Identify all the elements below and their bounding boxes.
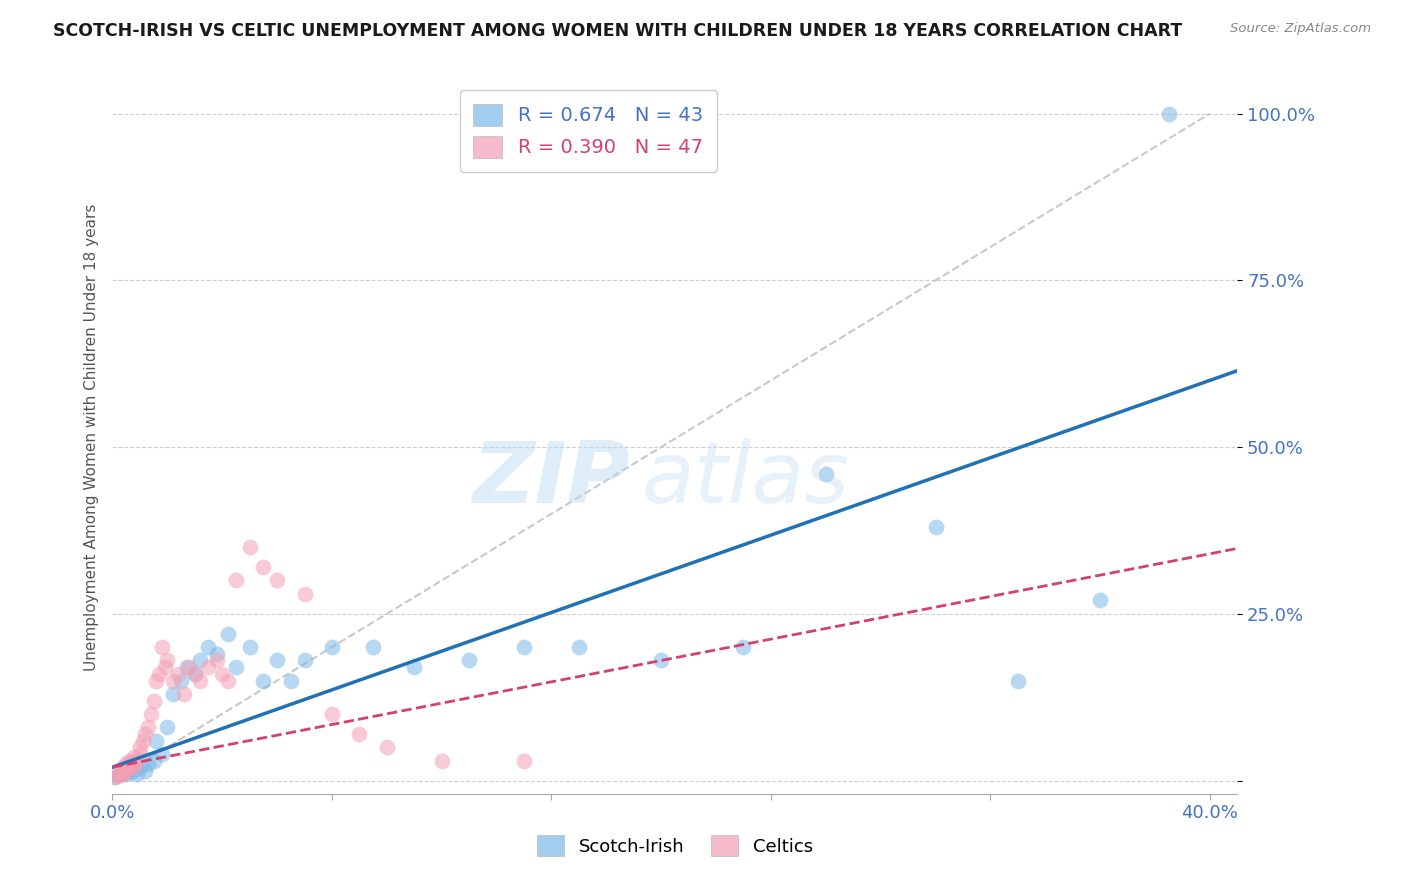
Text: ZIP: ZIP (472, 438, 630, 522)
Point (156, 720, 179, 734)
Point (150, 640, 173, 655)
Point (115, 767, 138, 781)
Point (148, 666, 170, 681)
Point (361, 640, 384, 655)
Point (179, 660, 201, 674)
Point (513, 640, 536, 655)
Point (176, 660, 198, 674)
Point (139, 706, 162, 721)
Point (211, 666, 233, 681)
Point (110, 767, 132, 781)
Text: Source: ZipAtlas.com: Source: ZipAtlas.com (1230, 22, 1371, 36)
Point (129, 747, 152, 761)
Point (112, 760, 135, 774)
Point (107, 768, 129, 782)
Y-axis label: Unemployment Among Women with Children Under 18 years: Unemployment Among Women with Children U… (83, 203, 98, 671)
Point (217, 673, 239, 688)
Point (129, 740, 152, 755)
Point (252, 560, 274, 574)
Point (184, 666, 207, 681)
Point (129, 760, 152, 774)
Point (205, 647, 228, 661)
Point (375, 740, 398, 755)
Point (205, 653, 228, 667)
Point (188, 653, 211, 667)
Point (156, 653, 179, 667)
Point (121, 764, 143, 779)
Point (225, 574, 247, 588)
Point (814, 467, 837, 481)
Point (225, 660, 247, 674)
Point (217, 627, 239, 641)
Point (118, 760, 141, 774)
Point (321, 706, 343, 721)
Point (142, 693, 165, 707)
Point (1157, 106, 1180, 120)
Point (404, 660, 426, 674)
Point (430, 754, 453, 768)
Point (153, 660, 176, 674)
Point (197, 640, 219, 655)
Point (121, 756, 143, 771)
Point (112, 765, 135, 780)
Point (127, 767, 149, 781)
Point (145, 673, 167, 688)
Point (266, 653, 288, 667)
Point (110, 764, 132, 778)
Point (280, 673, 302, 688)
Point (134, 727, 156, 741)
Point (107, 768, 129, 782)
Point (131, 733, 153, 747)
Point (349, 727, 371, 741)
Legend: Scotch-Irish, Celtics: Scotch-Irish, Celtics (530, 828, 820, 863)
Point (266, 574, 288, 588)
Point (188, 673, 211, 688)
Point (294, 653, 316, 667)
Point (513, 754, 536, 768)
Point (118, 764, 141, 778)
Point (239, 540, 262, 554)
Point (1088, 593, 1111, 607)
Point (124, 762, 146, 776)
Point (184, 666, 207, 681)
Point (458, 653, 481, 667)
Point (112, 767, 135, 781)
Text: atlas: atlas (641, 438, 849, 522)
Point (924, 520, 946, 534)
Point (239, 640, 262, 655)
Point (115, 756, 138, 771)
Point (294, 587, 316, 601)
Point (1007, 673, 1029, 688)
Point (124, 760, 146, 774)
Point (252, 673, 274, 688)
Point (162, 687, 184, 701)
Point (104, 770, 127, 784)
Point (173, 687, 195, 701)
Point (110, 767, 132, 781)
Point (134, 764, 156, 778)
Point (162, 673, 184, 688)
Point (124, 750, 146, 764)
Point (127, 754, 149, 768)
Point (121, 754, 143, 768)
Point (321, 640, 343, 655)
Text: SCOTCH-IRISH VS CELTIC UNEMPLOYMENT AMONG WOMEN WITH CHILDREN UNDER 18 YEARS COR: SCOTCH-IRISH VS CELTIC UNEMPLOYMENT AMON… (53, 22, 1182, 40)
Point (150, 747, 173, 761)
Point (136, 720, 159, 734)
Point (568, 640, 591, 655)
Point (650, 653, 672, 667)
Point (145, 733, 167, 747)
Point (170, 673, 193, 688)
Point (136, 756, 159, 771)
Point (118, 754, 141, 768)
Point (197, 660, 219, 674)
Point (115, 764, 138, 778)
Point (733, 640, 755, 655)
Point (104, 770, 127, 784)
Point (167, 666, 190, 681)
Point (142, 754, 165, 768)
